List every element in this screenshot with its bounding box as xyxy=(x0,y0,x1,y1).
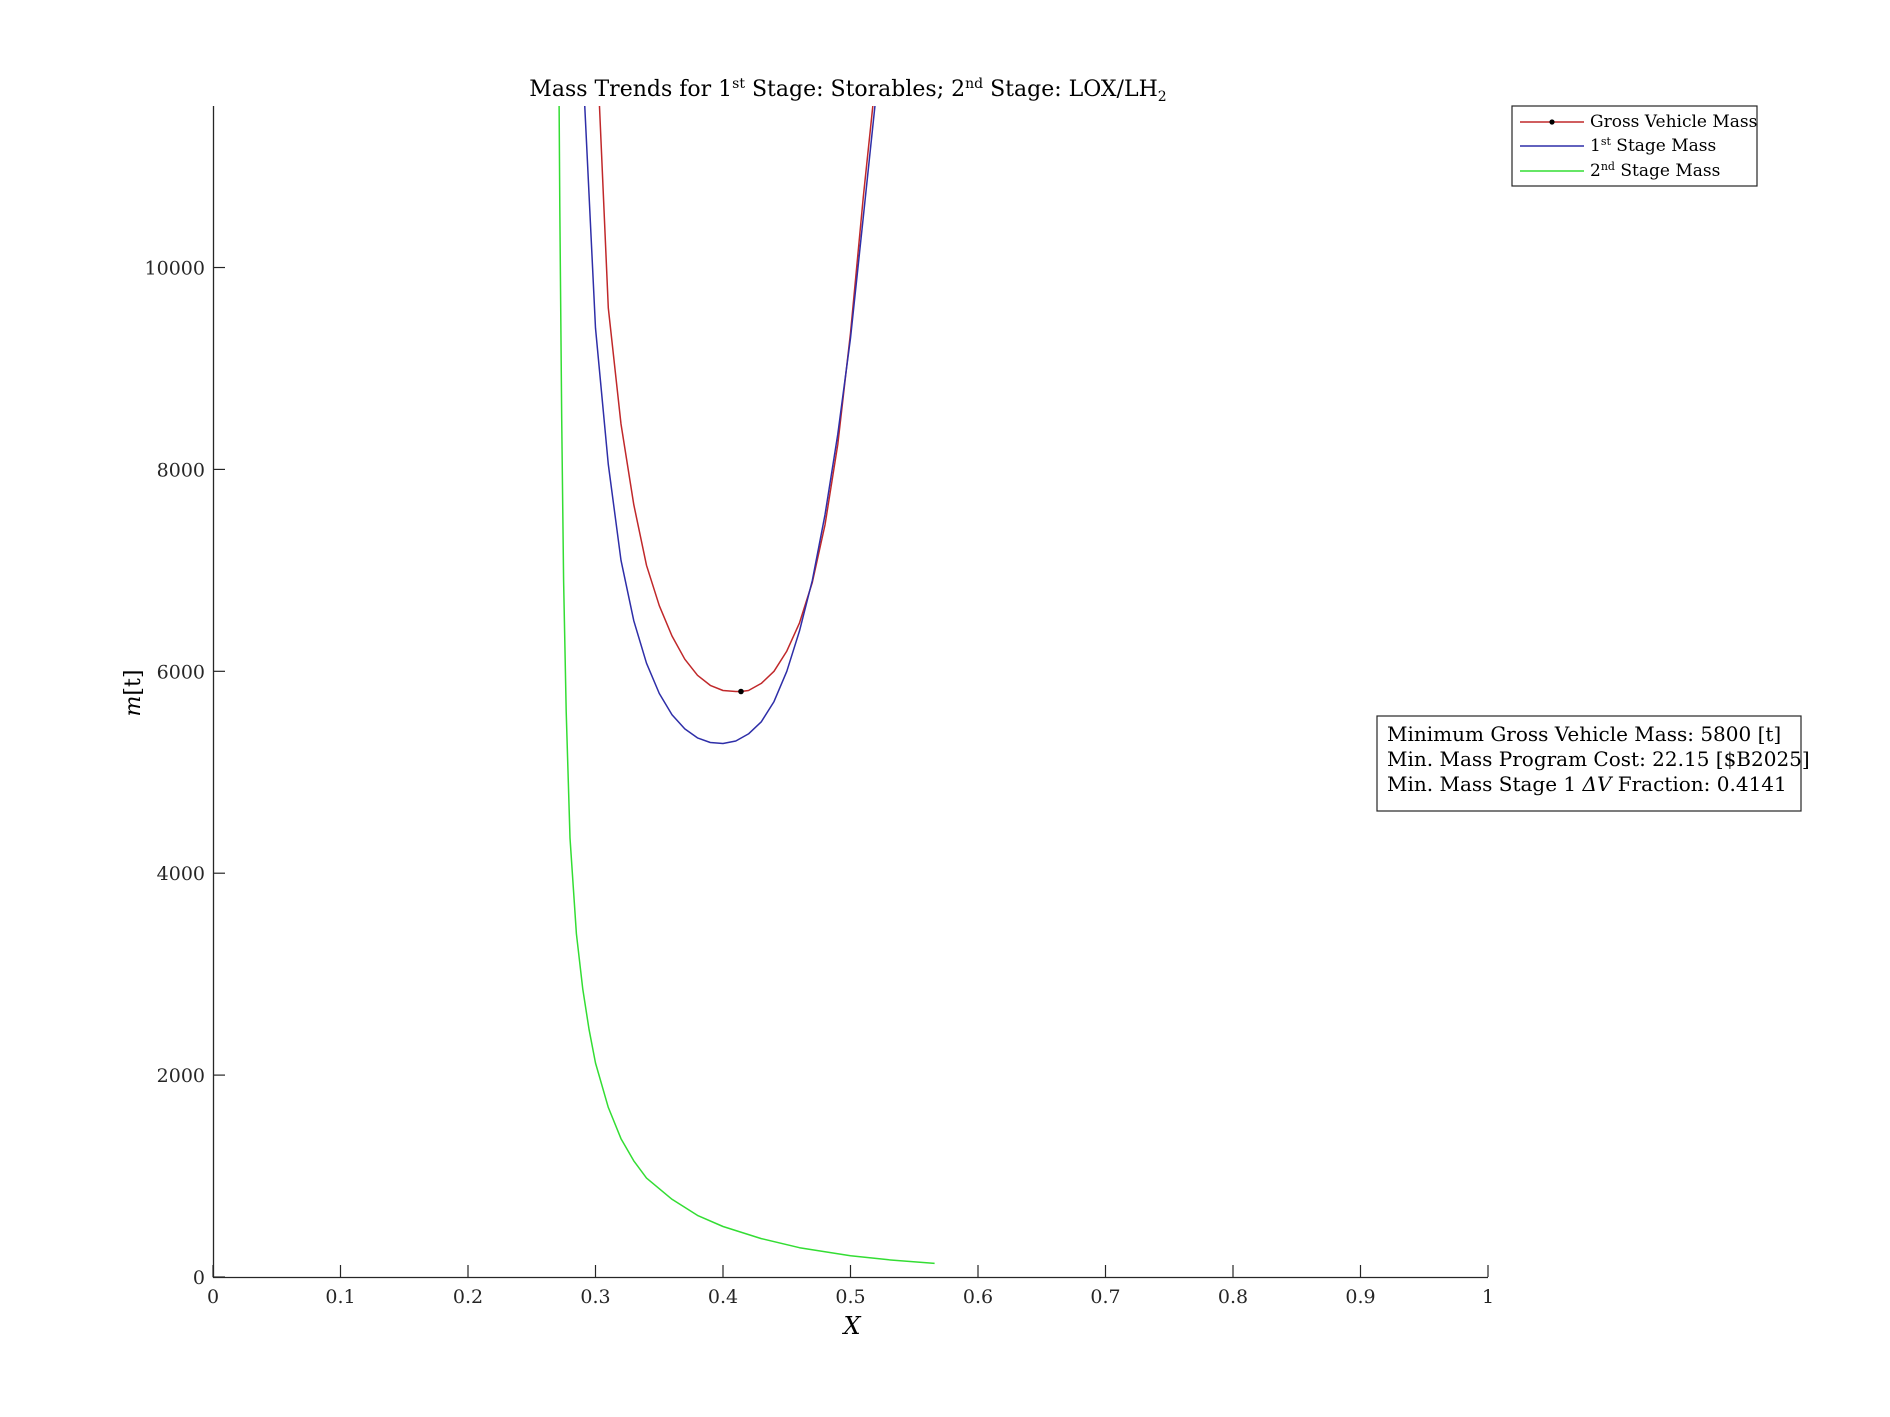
y-tick-label: 8000 xyxy=(157,459,205,481)
y-axis-label: m[t] xyxy=(121,670,146,717)
legend-label-stage1: 1st Stage Mass xyxy=(1590,135,1716,156)
chart-title: Mass Trends for 1st Stage: Storables; 2n… xyxy=(529,76,1166,105)
y-tick-label: 10000 xyxy=(145,258,205,280)
y-ticks: 0 2000 4000 6000 8000 10000 xyxy=(145,258,225,1289)
x-tick-label: 0 xyxy=(207,1286,219,1308)
x-tick-label: 1 xyxy=(1482,1286,1494,1308)
y-tick-label: 4000 xyxy=(157,863,205,885)
gross-vehicle-mass-line xyxy=(598,106,874,693)
x-tick-label: 0.6 xyxy=(963,1286,993,1308)
x-tick-label: 0.5 xyxy=(835,1286,865,1308)
min-mass-point xyxy=(738,688,744,695)
stage1-mass-line xyxy=(584,106,876,745)
x-axis-label: X xyxy=(841,1312,861,1340)
y-tick-label: 2000 xyxy=(157,1065,205,1087)
x-tick-label: 0.4 xyxy=(708,1286,738,1308)
x-tick-label: 0.9 xyxy=(1345,1286,1375,1308)
x-tick-label: 0.7 xyxy=(1090,1286,1120,1308)
x-tick-label: 0.8 xyxy=(1218,1286,1248,1308)
marker-group xyxy=(738,688,744,695)
annotation-border xyxy=(1376,715,1802,812)
legend-marker-gross xyxy=(1549,119,1555,125)
annotation-line-3: Min. Mass Stage 1 ΔV Fraction: 0.4141 xyxy=(1387,772,1787,796)
y-tick-label: 0 xyxy=(193,1267,205,1289)
legend-label-gross: Gross Vehicle Mass xyxy=(1590,112,1757,132)
y-tick-label: 6000 xyxy=(157,661,205,683)
series-group xyxy=(558,106,935,1265)
annotation-line-2: Min. Mass Program Cost: 22.15 [$B2025] xyxy=(1387,747,1810,771)
x-tick-label: 0.3 xyxy=(580,1286,610,1308)
annotation-box: Minimum Gross Vehicle Mass: 5800 [t] Min… xyxy=(1376,715,1810,812)
legend-label-stage2: 2nd Stage Mass xyxy=(1590,160,1720,181)
stage2-mass-line xyxy=(558,106,935,1265)
annotation-line-1: Minimum Gross Vehicle Mass: 5800 [t] xyxy=(1387,722,1781,746)
x-ticks: 0 0.1 0.2 0.3 0.4 0.5 0.6 0.7 0.8 0.9 1 xyxy=(207,1265,1494,1308)
x-tick-label: 0.2 xyxy=(453,1286,483,1308)
legend: Gross Vehicle Mass 1st Stage Mass 2nd St… xyxy=(1511,105,1758,187)
x-tick-label: 0.1 xyxy=(325,1286,355,1308)
